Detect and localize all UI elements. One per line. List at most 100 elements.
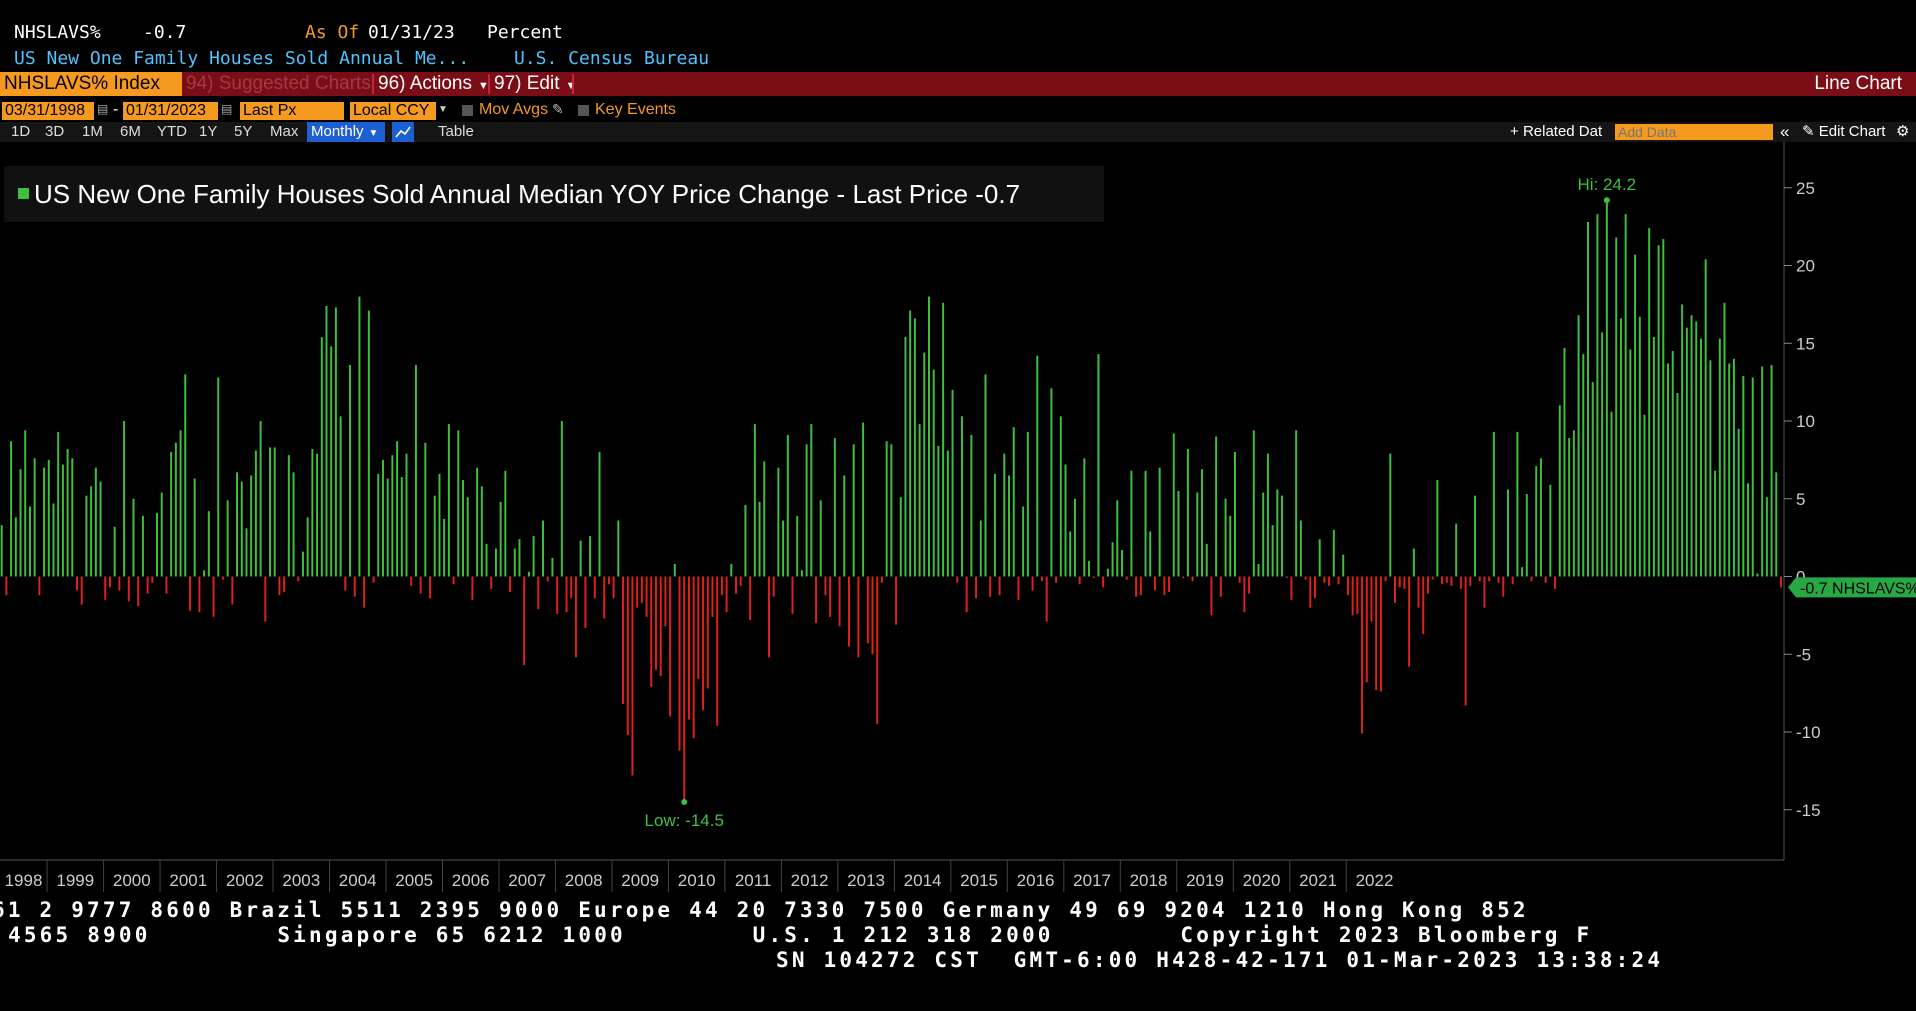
last-price-tag bbox=[1788, 577, 1916, 598]
bar-positive bbox=[1657, 245, 1660, 577]
range-1d-button[interactable]: 1D bbox=[11, 123, 31, 140]
range-1m-button[interactable]: 1M bbox=[82, 123, 103, 140]
settings-gear-icon[interactable]: ⚙ bbox=[1896, 123, 1910, 140]
end-date-input[interactable]: 01/31/2023 bbox=[123, 102, 218, 120]
unit-label: Percent bbox=[487, 22, 563, 43]
calendar-icon[interactable]: ▤ bbox=[221, 102, 233, 116]
bar-positive bbox=[1196, 492, 1199, 577]
bar-positive bbox=[391, 455, 394, 577]
bar-negative bbox=[749, 576, 752, 621]
bar-positive bbox=[1525, 494, 1528, 577]
bar-negative bbox=[640, 576, 643, 603]
range-3d-button[interactable]: 3D bbox=[45, 123, 65, 140]
bar-negative bbox=[556, 576, 559, 614]
bar-negative bbox=[1139, 576, 1142, 596]
bar-negative bbox=[631, 576, 634, 776]
ticker-code: NHSLAVS% bbox=[14, 22, 101, 43]
bar-negative bbox=[212, 576, 215, 617]
range-5y-button[interactable]: 5Y bbox=[234, 123, 253, 140]
bar-negative bbox=[1210, 576, 1213, 616]
range-max-button[interactable]: Max bbox=[270, 123, 299, 140]
bar-negative bbox=[118, 576, 121, 591]
bar-positive bbox=[1737, 428, 1740, 577]
bar-negative bbox=[1168, 576, 1171, 593]
bar-negative bbox=[570, 576, 573, 599]
bar-positive bbox=[1295, 430, 1298, 577]
bar-negative bbox=[1441, 576, 1444, 585]
bar-negative bbox=[838, 576, 841, 627]
field-select[interactable]: Last Px bbox=[240, 102, 344, 120]
related-data-button[interactable]: + Related Dat bbox=[1510, 122, 1602, 142]
bar-positive bbox=[301, 551, 304, 577]
bar-positive bbox=[1412, 548, 1415, 577]
suggested-charts-menu[interactable]: 94) Suggested Charts bbox=[186, 73, 371, 94]
bar-negative bbox=[702, 576, 705, 711]
chevron-down-icon[interactable]: ▼ bbox=[438, 104, 448, 115]
y-tick-label: -10 bbox=[1796, 723, 1821, 742]
bar-positive bbox=[170, 452, 173, 577]
add-data-input[interactable] bbox=[1615, 124, 1773, 140]
collapse-icon[interactable]: « bbox=[1780, 122, 1790, 141]
low-label: Low: -14.5 bbox=[645, 811, 724, 830]
bar-positive bbox=[979, 520, 982, 577]
bar-positive bbox=[349, 365, 352, 577]
bar-negative bbox=[847, 576, 850, 647]
bar-negative bbox=[1464, 576, 1467, 706]
range-ytd-button[interactable]: YTD bbox=[157, 123, 187, 140]
bar-positive bbox=[1765, 497, 1768, 577]
start-date-input[interactable]: 03/31/1998 bbox=[2, 102, 94, 120]
bar-positive bbox=[1699, 338, 1702, 577]
security-index-field[interactable]: NHSLAVS% Index bbox=[0, 72, 182, 96]
bar-positive bbox=[786, 435, 789, 577]
bar-negative bbox=[1337, 576, 1340, 585]
related-data-label: Related Dat bbox=[1522, 123, 1603, 140]
bar-positive bbox=[1332, 529, 1335, 577]
bar-positive bbox=[833, 438, 836, 577]
y-axis: 25 20 15 10 5 0 -5 -10 -15 bbox=[1783, 142, 1821, 860]
mov-avgs-checkbox[interactable] bbox=[462, 105, 473, 116]
bar-positive bbox=[946, 450, 949, 577]
x-tick-label: 2020 bbox=[1243, 871, 1281, 890]
bar-positive bbox=[1224, 498, 1227, 577]
key-events-checkbox[interactable] bbox=[578, 105, 589, 116]
chart-type-label[interactable]: Line Chart bbox=[1814, 73, 1902, 94]
bar-positive bbox=[57, 431, 60, 577]
range-1y-button[interactable]: 1Y bbox=[199, 123, 218, 140]
bar-positive bbox=[970, 435, 973, 577]
x-tick-label: 2012 bbox=[791, 871, 829, 890]
bar-negative bbox=[471, 576, 474, 600]
table-button[interactable]: Table bbox=[438, 123, 474, 140]
bar-negative bbox=[965, 576, 968, 613]
calendar-icon[interactable]: ▤ bbox=[97, 102, 109, 116]
actions-menu[interactable]: 96) Actions ▼ bbox=[378, 72, 489, 96]
bar-negative bbox=[1398, 576, 1401, 588]
bar-positive bbox=[951, 389, 954, 577]
range-toolbar: 1D 3D 1M 6M YTD 1Y 5Y Max Monthly ▼ Table… bbox=[0, 122, 1916, 142]
bar-positive bbox=[85, 495, 88, 577]
pencil-icon[interactable]: ✎ bbox=[552, 101, 564, 117]
frequency-select[interactable]: Monthly ▼ bbox=[307, 122, 385, 142]
security-header: NHSLAVS% -0.7 As Of 01/31/23 Percent US … bbox=[0, 0, 1916, 70]
bar-negative bbox=[593, 576, 596, 599]
edit-chart-button[interactable]: ✎ Edit Chart bbox=[1802, 122, 1885, 142]
currency-select[interactable]: Local CCY bbox=[350, 102, 436, 120]
bar-negative bbox=[772, 576, 775, 597]
bar-negative bbox=[607, 576, 610, 585]
bar-negative bbox=[1040, 576, 1043, 582]
bar-positive bbox=[61, 464, 64, 577]
bar-positive bbox=[730, 564, 733, 577]
bar-positive bbox=[358, 296, 361, 577]
legend-text: US New One Family Houses Sold Annual Med… bbox=[34, 179, 1020, 209]
range-6m-button[interactable]: 6M bbox=[120, 123, 141, 140]
bar-positive bbox=[179, 430, 182, 577]
chart-style-icon[interactable] bbox=[392, 122, 414, 142]
bar-negative bbox=[871, 576, 874, 655]
x-tick-label: 2000 bbox=[113, 871, 151, 890]
bar-positive bbox=[132, 498, 135, 577]
bar-positive bbox=[123, 421, 126, 577]
bar-positive bbox=[1690, 315, 1693, 577]
bar-negative bbox=[687, 576, 690, 720]
mov-avgs-label: Mov Avgs bbox=[479, 101, 549, 118]
edit-menu[interactable]: 97) Edit ▼ bbox=[494, 72, 576, 96]
bar-positive bbox=[14, 517, 17, 577]
